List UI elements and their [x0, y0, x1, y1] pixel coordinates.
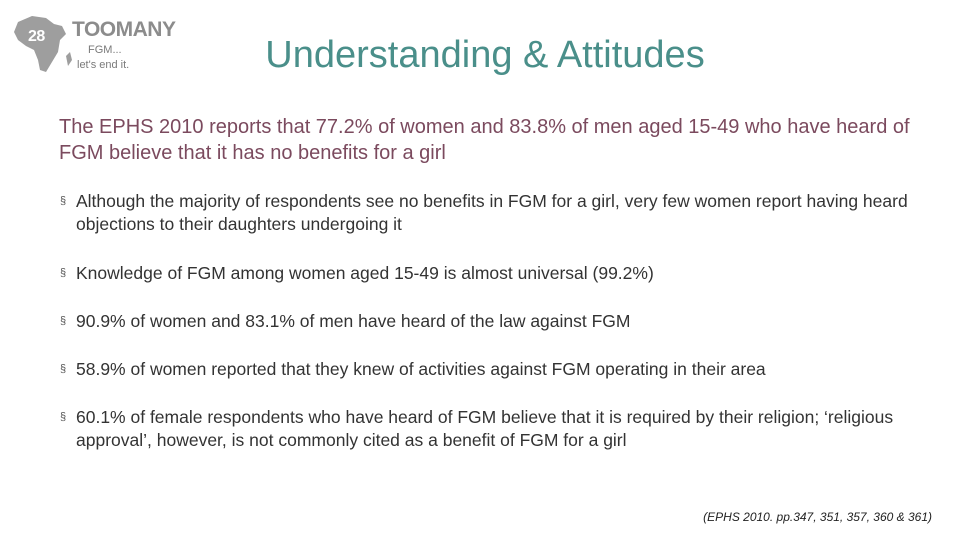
logo-tagline-1: FGM...	[88, 44, 122, 56]
bullet-item: § 90.9% of women and 83.1% of men have h…	[60, 310, 930, 333]
citation: (EPHS 2010. pp.347, 351, 357, 360 & 361)	[703, 510, 932, 524]
bullet-marker-icon: §	[60, 411, 67, 423]
logo: 28 TOOMANY FGM... let's end it.	[10, 12, 176, 78]
africa-map-icon	[14, 16, 72, 72]
bullet-text: 58.9% of women reported that they knew o…	[76, 359, 766, 379]
bullet-item: § Although the majority of respondents s…	[60, 190, 930, 236]
lead-statement: The EPHS 2010 reports that 77.2% of wome…	[59, 116, 910, 164]
bullet-marker-icon: §	[60, 195, 67, 207]
logo-brand: 28 TOOMANY	[28, 18, 176, 45]
slide-title: Understanding & Attitudes	[265, 34, 705, 76]
logo-tagline-2: let's end it.	[77, 59, 130, 71]
bullet-text: Knowledge of FGM among women aged 15-49 …	[76, 263, 654, 283]
bullet-marker-icon: §	[60, 315, 67, 327]
bullet-text: 60.1% of female respondents who have hea…	[76, 407, 894, 450]
bullet-text: 90.9% of women and 83.1% of men have hea…	[76, 311, 631, 331]
bullet-marker-icon: §	[60, 267, 67, 279]
logo-number: 28	[28, 28, 45, 45]
bullet-item: § 60.1% of female respondents who have h…	[60, 406, 930, 452]
bullet-marker-icon: §	[60, 363, 67, 375]
bullet-text: Although the majority of respondents see…	[76, 191, 908, 234]
bullet-item: § Knowledge of FGM among women aged 15-4…	[60, 262, 930, 285]
bullet-item: § 58.9% of women reported that they knew…	[60, 358, 930, 381]
logo-word: TOOMANY	[72, 18, 176, 41]
